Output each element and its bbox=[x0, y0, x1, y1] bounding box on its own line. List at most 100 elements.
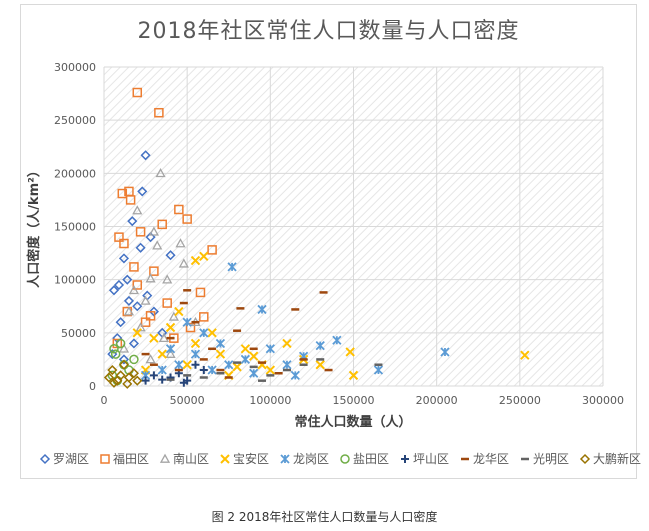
data-point bbox=[190, 255, 201, 266]
data-point bbox=[132, 205, 143, 215]
data-point bbox=[373, 365, 384, 375]
legend-marker bbox=[159, 453, 171, 463]
data-point bbox=[122, 274, 133, 285]
data-point bbox=[199, 312, 209, 322]
gridlines bbox=[103, 66, 604, 387]
data-point bbox=[157, 349, 167, 359]
data-point bbox=[248, 351, 259, 361]
legend-label: 罗湖区 bbox=[53, 451, 89, 466]
legend-marker bbox=[579, 453, 591, 465]
data-point bbox=[265, 344, 275, 354]
data-point bbox=[282, 338, 292, 349]
data-point bbox=[185, 322, 196, 333]
legend-item: 大鹏新区 bbox=[579, 451, 641, 466]
data-point bbox=[140, 150, 151, 161]
data-point bbox=[165, 348, 176, 358]
data-point bbox=[315, 340, 325, 351]
legend-marker bbox=[39, 453, 51, 465]
legend-item: 光明区 bbox=[521, 452, 569, 466]
data-point bbox=[165, 250, 176, 261]
data-point bbox=[157, 365, 167, 375]
data-point bbox=[118, 343, 130, 353]
data-point bbox=[182, 360, 192, 370]
y-tick-label: 300000 bbox=[54, 61, 96, 74]
data-point bbox=[199, 366, 208, 375]
data-point bbox=[149, 371, 158, 380]
legend-marker bbox=[280, 454, 290, 464]
data-point bbox=[145, 311, 156, 321]
legend-item: 坪山区 bbox=[401, 452, 449, 466]
data-point bbox=[137, 186, 148, 197]
data-point bbox=[265, 365, 276, 375]
legend-label: 龙岗区 bbox=[293, 452, 329, 466]
data-point bbox=[227, 262, 237, 272]
x-tick-label: 150000 bbox=[333, 394, 375, 407]
data-point bbox=[127, 216, 138, 227]
data-point bbox=[174, 360, 184, 370]
legend-label: 光明区 bbox=[533, 452, 569, 466]
legend-item: 龙华区 bbox=[461, 452, 509, 466]
data-point bbox=[520, 350, 530, 360]
data-point bbox=[145, 354, 156, 364]
data-point bbox=[179, 378, 188, 387]
legend-label: 龙华区 bbox=[473, 452, 509, 466]
data-point bbox=[118, 253, 130, 264]
data-point bbox=[149, 266, 159, 276]
data-point bbox=[191, 360, 200, 369]
data-point bbox=[178, 258, 189, 268]
data-point bbox=[109, 344, 119, 354]
y-tick-label: 0 bbox=[89, 380, 96, 393]
legend-label: 盐田区 bbox=[353, 452, 389, 466]
legend-item: 宝安区 bbox=[220, 451, 269, 466]
data-point bbox=[165, 344, 176, 354]
data-point bbox=[168, 311, 179, 321]
figure-caption: 图 2 2018年社区常住人口数量与人口密度 bbox=[211, 510, 438, 524]
y-axis-label: 人口密度（人/km²） bbox=[26, 164, 42, 288]
data-point bbox=[162, 298, 172, 308]
data-points bbox=[103, 87, 530, 389]
legend-item: 南山区 bbox=[159, 451, 209, 466]
data-point bbox=[118, 359, 130, 370]
data-point bbox=[315, 360, 325, 370]
data-point bbox=[141, 376, 150, 385]
x-axis-label: 常住人口数量（人） bbox=[294, 414, 411, 430]
data-point bbox=[182, 317, 192, 327]
data-point bbox=[348, 370, 359, 381]
data-point bbox=[140, 317, 151, 327]
data-point bbox=[118, 354, 130, 365]
data-point bbox=[123, 295, 135, 306]
data-point bbox=[332, 335, 342, 345]
data-point bbox=[140, 295, 151, 305]
legend-item: 盐田区 bbox=[340, 452, 389, 466]
data-point bbox=[132, 87, 143, 98]
x-tick-label: 200000 bbox=[416, 394, 458, 407]
data-point bbox=[199, 251, 209, 261]
data-point bbox=[115, 338, 126, 349]
legend-marker bbox=[340, 454, 350, 464]
legend-label: 大鹏新区 bbox=[593, 451, 641, 466]
data-point bbox=[149, 333, 159, 343]
data-point bbox=[108, 377, 120, 388]
data-point bbox=[224, 360, 234, 370]
data-point bbox=[132, 375, 143, 386]
y-tick-label: 150000 bbox=[54, 221, 96, 234]
data-point bbox=[148, 226, 160, 236]
legend-label: 南山区 bbox=[173, 451, 209, 466]
data-point bbox=[440, 347, 450, 357]
data-point bbox=[240, 344, 251, 354]
data-point bbox=[128, 368, 140, 379]
data-point bbox=[115, 370, 126, 381]
data-point bbox=[240, 354, 251, 365]
y-tick-label: 250000 bbox=[54, 114, 96, 127]
data-point bbox=[257, 304, 267, 315]
data-point bbox=[249, 368, 259, 378]
data-point bbox=[155, 167, 166, 178]
data-point bbox=[182, 214, 192, 224]
x-tick-label: 250000 bbox=[499, 394, 541, 407]
data-point bbox=[129, 262, 139, 272]
legend-label: 坪山区 bbox=[413, 452, 449, 466]
data-point bbox=[190, 349, 201, 359]
data-point bbox=[128, 338, 140, 349]
data-point bbox=[145, 232, 156, 243]
